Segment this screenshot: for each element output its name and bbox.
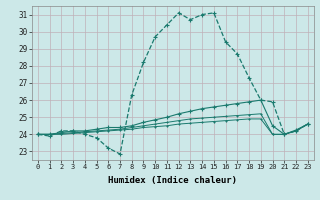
X-axis label: Humidex (Indice chaleur): Humidex (Indice chaleur) bbox=[108, 176, 237, 185]
